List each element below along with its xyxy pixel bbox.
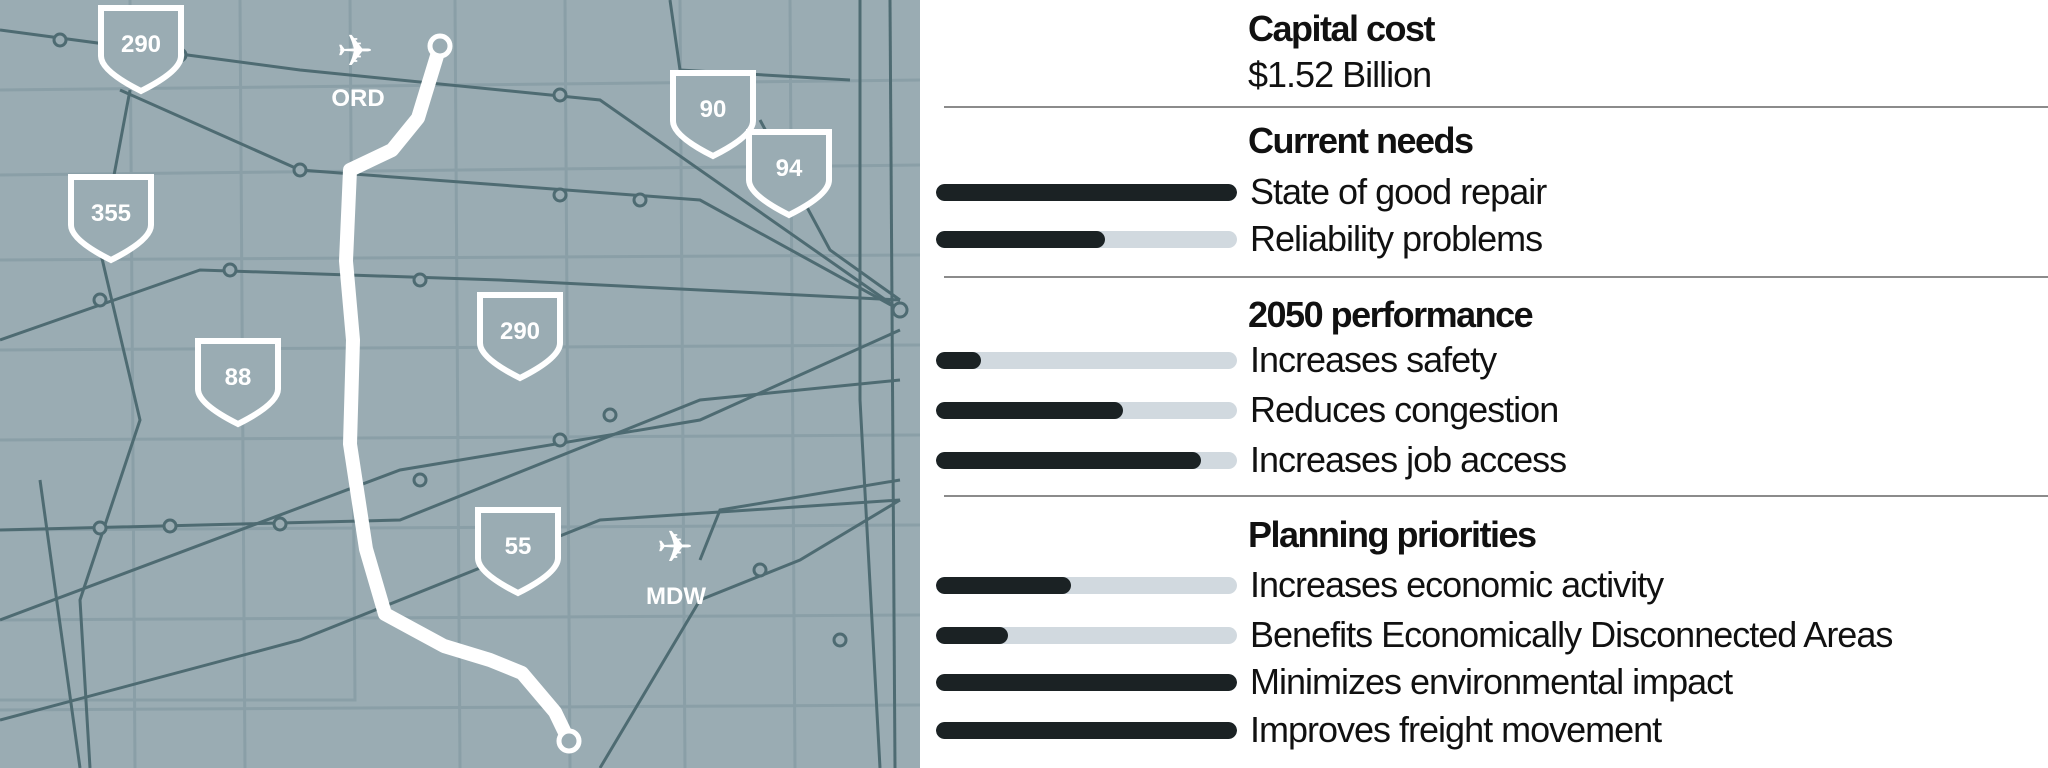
score-row: Increases job access xyxy=(936,439,1567,480)
shield-number: 355 xyxy=(91,200,131,227)
score-row: Minimizes environmental impact xyxy=(936,661,1733,702)
score-row: Increases safety xyxy=(936,339,1497,380)
interstate-shield: 55 xyxy=(475,507,561,597)
route-start-terminal xyxy=(427,33,453,59)
score-bar-fill xyxy=(936,401,1123,419)
score-bar-fill xyxy=(936,451,1201,469)
airplane-icon: ✈ xyxy=(337,27,374,76)
score-bar-track xyxy=(936,183,1237,201)
score-bar-track xyxy=(936,351,1237,369)
divider xyxy=(944,106,2048,108)
score-row: State of good repair xyxy=(936,171,1547,212)
score-label: Improves freight movement xyxy=(1250,709,1662,750)
shield-icon xyxy=(477,292,563,382)
interstate-shield: 355 xyxy=(68,174,154,264)
airplane-icon: ✈ xyxy=(657,523,694,572)
route-end-terminal xyxy=(556,728,582,754)
score-row: Benefits Economically Disconnected Areas xyxy=(936,614,1893,655)
score-row: Reduces congestion xyxy=(936,389,1559,430)
score-label: Minimizes environmental impact xyxy=(1250,661,1733,702)
capital-cost-heading: Capital cost xyxy=(1248,8,1436,49)
score-label: Increases economic activity xyxy=(1250,564,1664,605)
interstate-shield: 290 xyxy=(477,292,563,382)
score-row: Increases economic activity xyxy=(936,564,1664,605)
score-bar-fill xyxy=(936,721,1237,739)
section-heading: Planning priorities xyxy=(1248,514,1537,555)
score-label: State of good repair xyxy=(1250,171,1547,212)
map: 290 355 88 290 55 90 94 ✈ ORD ✈ MDW xyxy=(0,0,920,768)
scorecard-panel: Capital cost $1.52 Billion Current needs… xyxy=(920,0,2048,768)
airport-label-ord: ORD xyxy=(331,85,384,112)
score-bar-track xyxy=(936,673,1237,691)
score-row: Reliability problems xyxy=(936,218,1543,259)
shield-number: 88 xyxy=(225,364,252,391)
score-bar-fill xyxy=(936,183,1237,201)
shield-icon xyxy=(746,129,832,219)
divider xyxy=(944,495,2048,497)
airport-label-mdw: MDW xyxy=(646,583,706,610)
shield-number: 55 xyxy=(505,533,532,560)
shield-number: 290 xyxy=(500,318,540,345)
score-bar-track xyxy=(936,451,1237,469)
score-bar-fill xyxy=(936,673,1237,691)
score-bar-track xyxy=(936,721,1237,739)
score-bar-fill xyxy=(936,351,982,369)
score-label: Increases job access xyxy=(1250,439,1567,480)
shield-icon xyxy=(98,5,184,95)
interstate-shield: 88 xyxy=(195,338,281,428)
shield-number: 290 xyxy=(121,31,161,58)
airport-ord: ✈ ORD xyxy=(331,27,384,112)
score-bar-fill xyxy=(936,626,1009,644)
shield-icon xyxy=(195,338,281,428)
shield-icon xyxy=(68,174,154,264)
score-label: Benefits Economically Disconnected Areas xyxy=(1250,614,1893,655)
airport-mdw: ✈ MDW xyxy=(646,523,706,610)
score-bar-track xyxy=(936,401,1237,419)
score-label: Increases safety xyxy=(1250,339,1497,380)
score-bar-fill xyxy=(936,576,1072,594)
shield-number: 94 xyxy=(776,155,803,182)
capital-cost-value: $1.52 Billion xyxy=(1248,54,1432,95)
score-bar-track xyxy=(936,230,1237,248)
shield-number: 90 xyxy=(700,96,727,123)
score-bar-fill xyxy=(936,230,1105,248)
divider xyxy=(944,276,2048,278)
interstate-shield: 94 xyxy=(746,129,832,219)
shield-icon xyxy=(475,507,561,597)
section-heading: Current needs xyxy=(1248,120,1474,161)
proposed-route xyxy=(339,39,576,748)
shield-icon xyxy=(670,70,756,160)
score-label: Reduces congestion xyxy=(1250,389,1559,430)
score-bar-track xyxy=(936,626,1237,644)
section-heading: 2050 performance xyxy=(1248,294,1534,335)
interstate-shield: 290 xyxy=(98,5,184,95)
score-row: Improves freight movement xyxy=(936,709,1662,750)
interstate-shield: 90 xyxy=(670,70,756,160)
score-label: Reliability problems xyxy=(1250,218,1543,259)
score-bar-track xyxy=(936,576,1237,594)
